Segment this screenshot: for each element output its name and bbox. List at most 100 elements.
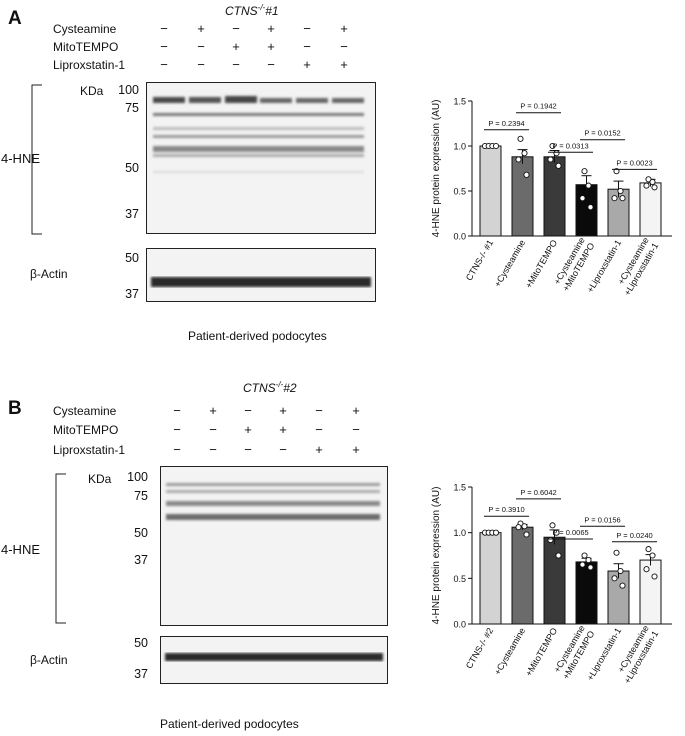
p-value-label: P = 0.3910 (488, 505, 524, 514)
actin-marker-50: 50 (125, 251, 139, 265)
sign: − (209, 442, 217, 457)
sign: + (352, 442, 360, 457)
data-point (643, 566, 650, 573)
actin-label: β-Actin (30, 653, 68, 667)
treatment-label-liproxstatin: Liproxstatin-1 (53, 58, 126, 72)
data-point (579, 195, 586, 202)
sign: + (279, 403, 287, 418)
treatment-label-mitotempo: MitoTEMPO (53, 40, 119, 54)
p-value-label: P = 0.0156 (584, 515, 620, 524)
blot-bracket (31, 84, 42, 235)
bar-chart: 0.0 0.5 1.0 1.5 4-HNE protein expression (AU… (431, 483, 672, 685)
x-tick-label-line: CTNS-/- #1 (464, 238, 495, 282)
sign: − (244, 403, 252, 418)
data-point (651, 184, 658, 191)
actin-blot-image (146, 248, 376, 302)
sign: + (303, 57, 311, 72)
sign: + (267, 39, 275, 54)
sign: − (160, 39, 168, 54)
data-point (523, 171, 530, 178)
actin-marker-37: 37 (125, 287, 139, 301)
data-point (587, 564, 594, 571)
mw-marker-75: 75 (134, 489, 148, 503)
x-tick-label-line: +Cysteamine (492, 626, 527, 677)
data-point (643, 182, 650, 189)
sign: − (232, 21, 240, 36)
bar (639, 559, 662, 625)
y-tick-label: 1.5 (453, 483, 466, 493)
data-point (549, 522, 556, 529)
data-point (555, 552, 562, 559)
x-tick-label: CTNS-/- #2 (464, 626, 495, 670)
mw-marker-37: 37 (125, 207, 139, 221)
sign: + (232, 39, 240, 54)
data-point (611, 575, 618, 582)
p-value-label: P = 0.6042 (520, 488, 556, 497)
p-value-label: P = 0.0065 (552, 528, 588, 537)
data-point (585, 182, 592, 189)
bar (479, 532, 502, 625)
sign: − (160, 21, 168, 36)
y-tick-label: 0.5 (453, 187, 466, 197)
mw-marker-100: 100 (127, 470, 148, 484)
sign: + (340, 57, 348, 72)
sign: − (160, 57, 168, 72)
p-value-label: P = 0.0240 (616, 531, 652, 540)
data-point (549, 142, 556, 150)
bar (575, 561, 598, 625)
kda-label: KDa (80, 84, 104, 98)
y-tick-label: 1.0 (453, 142, 466, 152)
bar (511, 526, 534, 625)
bar-chart: 0.0 0.5 1.0 1.5 4-HNE protein expression (AU… (431, 97, 672, 297)
y-tick-label: 1.0 (453, 528, 466, 538)
bar (543, 156, 566, 237)
x-tick-label: +Cysteamine (492, 626, 527, 677)
y-tick-label: 0.0 (453, 620, 466, 630)
caption: Patient-derived podocytes (160, 717, 299, 731)
p-value-label: P = 0.1942 (520, 102, 556, 111)
data-point (523, 531, 530, 538)
sign: − (267, 57, 275, 72)
sign: + (352, 403, 360, 418)
data-point (521, 150, 528, 157)
x-tick-label-line: CTNS-/- #2 (464, 626, 495, 670)
data-point (492, 529, 500, 536)
mw-marker-50: 50 (125, 161, 139, 175)
hne-label: 4-HNE (1, 542, 41, 557)
data-point (515, 156, 522, 163)
data-point (585, 557, 592, 564)
bar (543, 536, 566, 625)
sign: − (340, 39, 348, 54)
actin-blot-image (160, 636, 388, 684)
data-point (613, 549, 620, 556)
sign: − (197, 57, 205, 72)
sign: − (303, 39, 311, 54)
sign: − (209, 422, 217, 437)
data-point (515, 524, 522, 531)
sign: − (279, 442, 287, 457)
data-point (521, 523, 528, 530)
bar (511, 156, 534, 237)
data-point (517, 135, 524, 142)
panel-label: A (8, 8, 22, 29)
y-tick-label: 0.0 (453, 232, 466, 242)
treatment-label-mitotempo: MitoTEMPO (53, 423, 119, 437)
y-tick-label: 0.5 (453, 574, 466, 584)
data-point (649, 552, 656, 559)
sign: + (340, 21, 348, 36)
actin-marker-50: 50 (134, 636, 148, 650)
data-point (492, 142, 500, 150)
sign: − (232, 57, 240, 72)
hne-blot-image (146, 82, 376, 234)
sign: + (267, 21, 275, 36)
x-tick-label: CTNS-/- #1 (464, 238, 495, 282)
sign: − (173, 422, 181, 437)
data-point (587, 204, 594, 211)
mw-marker-100: 100 (118, 83, 139, 97)
bar (639, 182, 662, 237)
mw-marker-75: 75 (125, 101, 139, 115)
actin-marker-37: 37 (134, 667, 148, 681)
data-point (553, 150, 560, 157)
x-tick-label: +Cysteamine (492, 238, 527, 289)
sign: + (244, 422, 252, 437)
